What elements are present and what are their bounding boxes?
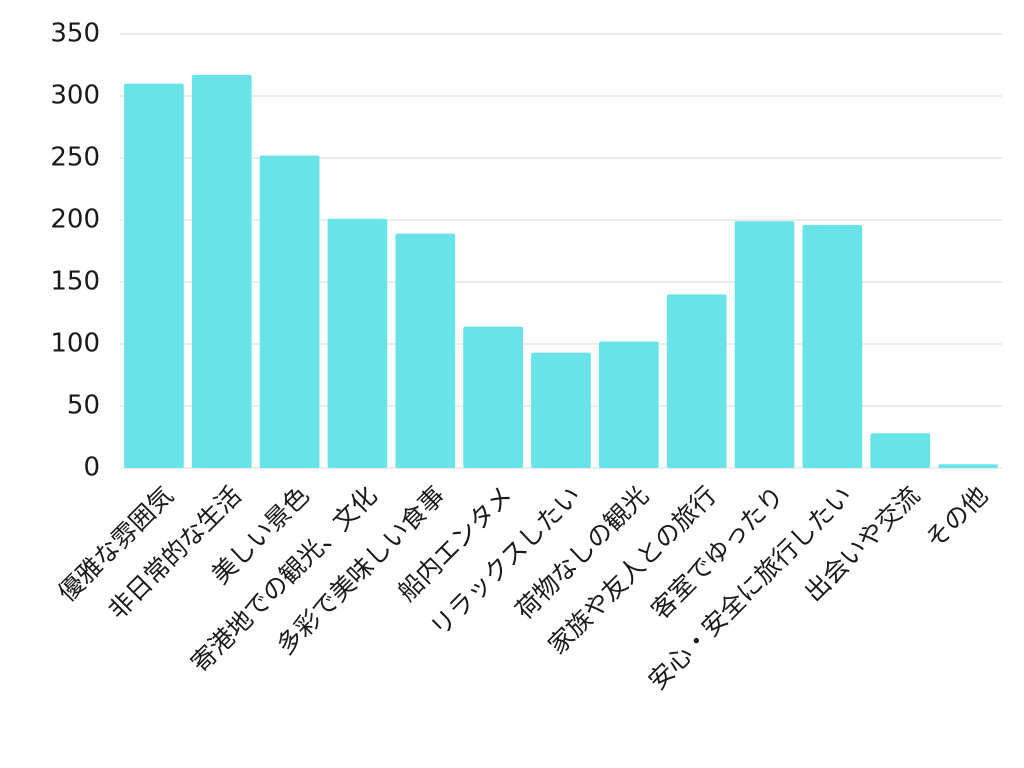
y-tick-label: 250 [50, 143, 100, 173]
bar [598, 341, 659, 468]
y-tick-label: 150 [50, 267, 100, 297]
bar [191, 74, 252, 469]
x-tick-label: その他 [920, 481, 994, 555]
bar [259, 155, 320, 468]
bar [870, 433, 931, 468]
y-tick-label: 300 [50, 81, 100, 111]
bar [734, 221, 795, 468]
y-tick-label: 100 [50, 329, 100, 359]
bar [531, 352, 591, 468]
bar [666, 294, 727, 468]
bar [327, 218, 388, 468]
y-tick-label: 200 [50, 205, 100, 235]
y-tick-label: 350 [50, 19, 100, 49]
x-tick-label: 優雅な雰囲気 [53, 481, 180, 608]
bar [463, 326, 524, 468]
bar [124, 83, 184, 468]
bar [802, 224, 863, 468]
bar [938, 464, 998, 468]
y-tick-label: 0 [83, 453, 100, 483]
bar [395, 233, 456, 468]
y-tick-label: 50 [67, 391, 100, 421]
